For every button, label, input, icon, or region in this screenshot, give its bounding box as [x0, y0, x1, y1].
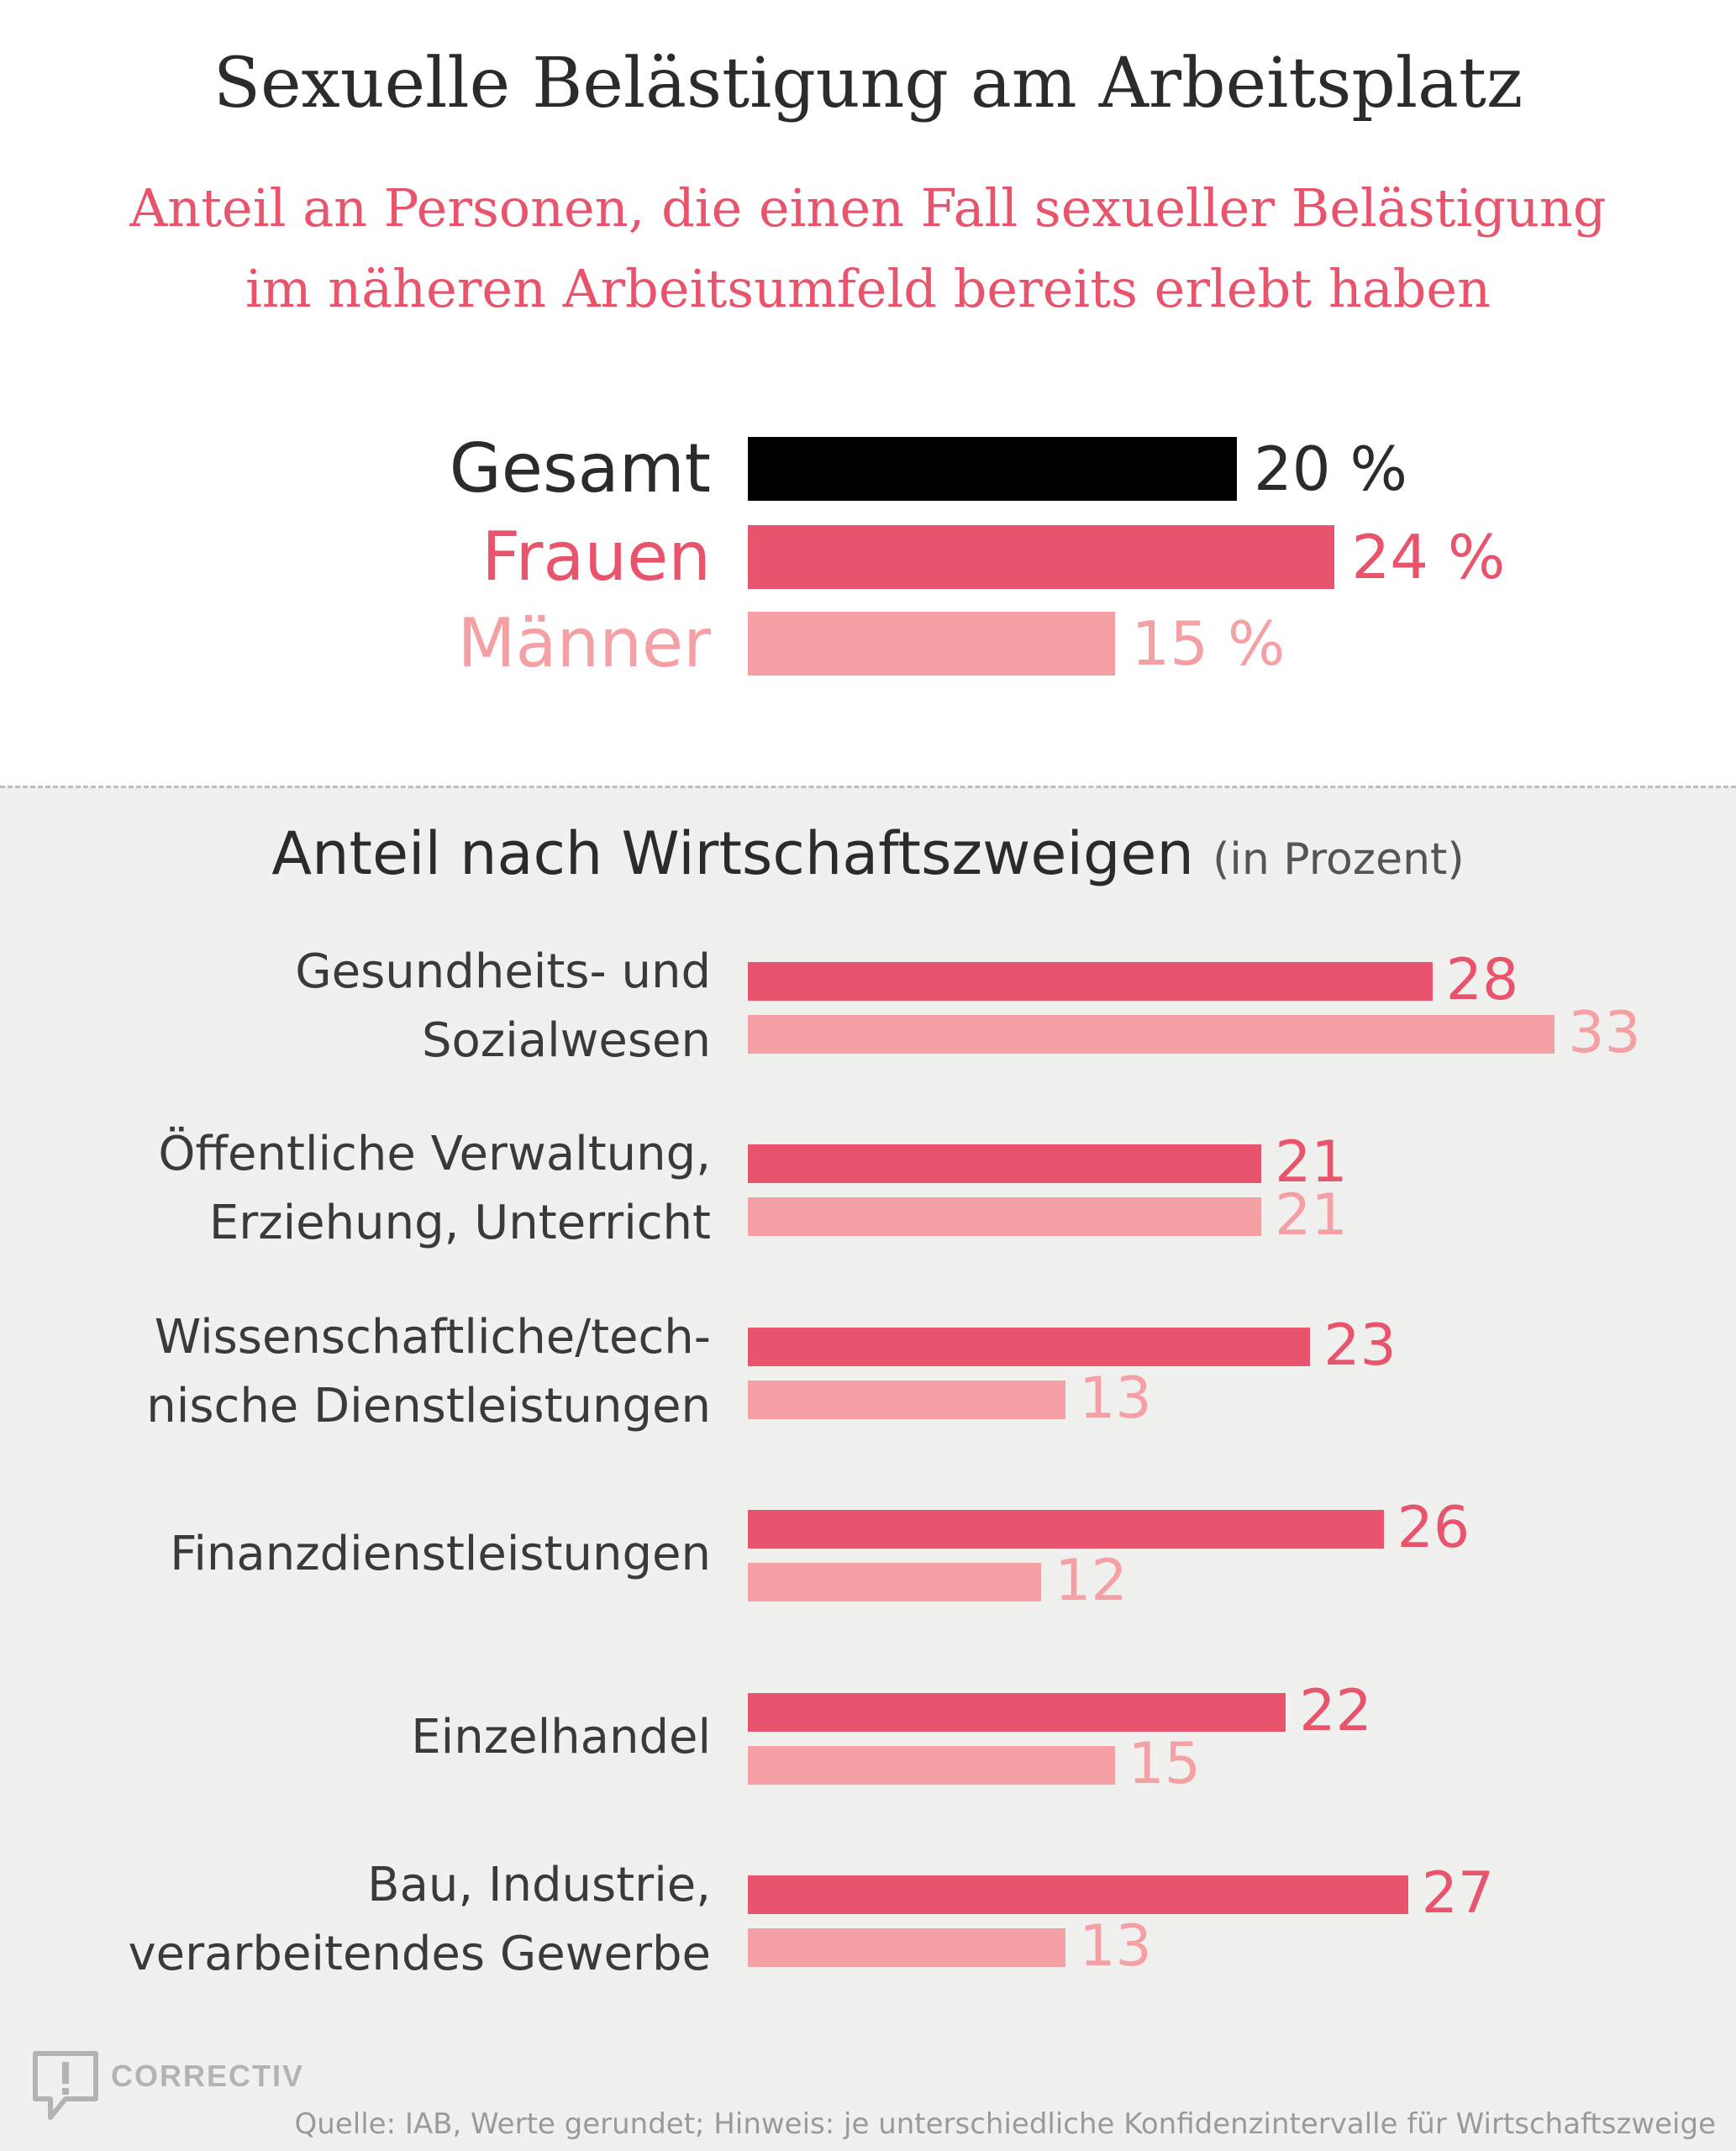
- bar-series-1: [748, 1144, 1262, 1183]
- value-label-series-2: 13: [1079, 1365, 1152, 1432]
- section-title-text: Anteil nach Wirtschaftszweigen: [271, 819, 1194, 888]
- summary-value-label: 20 %: [1254, 434, 1407, 504]
- summary-bar: [748, 612, 1115, 676]
- summary-label: Gesamt: [449, 429, 711, 508]
- category-label-line: nische Dienstleistungen: [146, 1379, 711, 1433]
- summary-label: Männer: [457, 604, 711, 682]
- section-unit: (in Prozent): [1213, 834, 1465, 885]
- summary-bar: [748, 437, 1237, 501]
- value-label-series-1: 26: [1397, 1495, 1470, 1561]
- industry-panel: [0, 787, 1736, 2151]
- dashed-divider: [0, 786, 1736, 788]
- category-label: Öffentliche Verwaltung, Erziehung, Unterr…: [34, 1120, 711, 1258]
- bar-series-2: [748, 1928, 1066, 1967]
- category-label: Gesundheits- und Sozialwesen: [34, 938, 711, 1076]
- category-label-line: Einzelhandel: [411, 1710, 711, 1764]
- summary-bar: [748, 525, 1335, 589]
- category-label-line: Bau, Industrie,: [367, 1858, 711, 1912]
- value-label-series-2: 15: [1128, 1731, 1202, 1797]
- value-label-series-2: 33: [1568, 1000, 1641, 1066]
- bar-series-2: [748, 1015, 1555, 1054]
- summary-value-label: 24 %: [1351, 522, 1506, 592]
- category-label: Einzelhandel: [34, 1703, 711, 1772]
- value-label-series-2: 21: [1275, 1182, 1348, 1249]
- section-title: Anteil nach Wirtschaftszweigen (in Proze…: [0, 819, 1736, 888]
- value-label-series-1: 23: [1323, 1312, 1397, 1379]
- value-label-series-2: 13: [1079, 1913, 1152, 1980]
- category-label-line: Erziehung, Unterricht: [208, 1196, 711, 1250]
- bar-series-2: [748, 1197, 1262, 1236]
- category-label: Wissenschaftliche/tech-nische Dienstleis…: [34, 1303, 711, 1441]
- bar-series-2: [748, 1746, 1115, 1785]
- category-label: Bau, Industrie, verarbeitendes Gewerbe: [34, 1851, 711, 1989]
- category-label-line: verarbeitendes Gewerbe: [128, 1927, 711, 1981]
- value-label-series-1: 21: [1275, 1129, 1348, 1196]
- bar-series-1: [748, 1693, 1286, 1732]
- correctiv-logo-icon: [33, 2051, 98, 2120]
- bar-series-1: [748, 1875, 1408, 1914]
- source-note: Quelle: IAB, Werte gerundet; Hinweis: je…: [294, 2107, 1716, 2141]
- bar-series-2: [748, 1563, 1042, 1601]
- subtitle-line-1: Anteil an Personen, die einen Fall sexue…: [129, 177, 1607, 239]
- category-label-line: Finanzdienstleistungen: [170, 1527, 711, 1581]
- value-label-series-1: 27: [1421, 1860, 1495, 1927]
- summary-value-label: 15 %: [1131, 608, 1286, 679]
- chart-subtitle: Anteil an Personen, die einen Fall sexue…: [0, 168, 1736, 329]
- bar-series-2: [748, 1381, 1066, 1419]
- bar-series-1: [748, 1328, 1311, 1366]
- value-label-series-2: 12: [1055, 1548, 1128, 1614]
- category-label-line: Gesundheits- und: [295, 944, 711, 999]
- subtitle-line-2: im näheren Arbeitsumfeld bereits erlebt …: [245, 258, 1491, 319]
- category-label: Finanzdienstleistungen: [34, 1520, 711, 1589]
- bar-series-1: [748, 962, 1433, 1001]
- brand-name: CORRECTIV: [111, 2059, 305, 2093]
- value-label-series-1: 22: [1299, 1678, 1372, 1744]
- category-label-line: Öffentliche Verwaltung,: [158, 1127, 711, 1181]
- category-label-line: Sozialwesen: [421, 1013, 711, 1068]
- value-label-series-1: 28: [1445, 947, 1519, 1013]
- summary-label: Frauen: [481, 518, 711, 596]
- chart-title: Sexuelle Belästigung am Arbeitsplatz: [213, 44, 1523, 124]
- bar-series-1: [748, 1510, 1384, 1549]
- category-label-line: Wissenschaftliche/tech-: [154, 1310, 711, 1365]
